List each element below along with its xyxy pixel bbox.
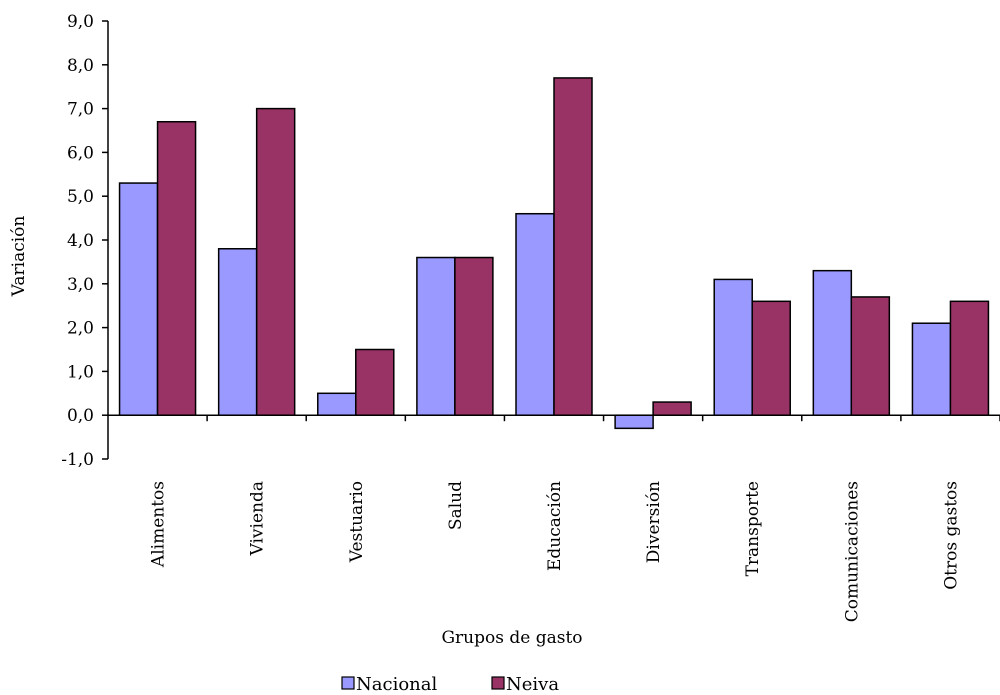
bar-nacional-7 xyxy=(812,269,853,416)
bar-neiva-2 xyxy=(355,348,395,416)
bar-neiva-3 xyxy=(454,256,494,416)
bar-series xyxy=(118,77,990,430)
category-label: Vivienda xyxy=(248,481,268,556)
legend-label-neiva: Neiva xyxy=(506,674,559,695)
bar-neiva-7 xyxy=(850,296,891,416)
y-axis-ticks: 9,0 8,0 7,0 6,0 5,0 4,0 3,0 2,0 1,0 0,0 -1,0 xyxy=(61,12,108,470)
x-axis-title: Grupos de gasto xyxy=(441,628,582,648)
y-tick-label: 4,0 xyxy=(67,231,94,251)
axes xyxy=(107,21,1000,459)
y-tick-label: -1,0 xyxy=(61,450,94,470)
bar-nacional-0 xyxy=(118,182,159,416)
y-tick-label: 0,0 xyxy=(67,406,94,426)
bar-neiva-5 xyxy=(652,401,692,416)
bar-nacional-1 xyxy=(217,248,258,416)
y-tick-label: 7,0 xyxy=(67,100,94,120)
bar-nacional-2 xyxy=(317,392,357,416)
category-label: Salud xyxy=(446,481,466,530)
y-axis-title: Variación xyxy=(9,216,29,298)
bar-nacional-6 xyxy=(713,278,753,416)
y-tick-label: 6,0 xyxy=(67,143,94,163)
bar-nacional-5 xyxy=(614,414,654,430)
legend-label-nacional: Nacional xyxy=(356,674,437,695)
x-axis-category-labels: Alimentos Vivienda Vestuario Salud Educación… xyxy=(149,481,962,622)
bar-neiva-4 xyxy=(553,77,593,416)
bar-nacional-3 xyxy=(416,256,456,416)
legend-swatch-neiva xyxy=(491,676,505,690)
y-tick-label: 8,0 xyxy=(67,56,94,76)
category-label: Transporte xyxy=(743,481,763,576)
bar-neiva-8 xyxy=(949,300,990,416)
category-label: Comunicaciones xyxy=(842,481,862,622)
category-label: Diversión xyxy=(644,481,664,563)
bar-nacional-8 xyxy=(911,322,952,416)
legend-swatch-nacional xyxy=(341,676,355,690)
bar-neiva-6 xyxy=(751,300,791,416)
y-tick-label: 3,0 xyxy=(67,275,94,295)
bar-nacional-4 xyxy=(515,212,555,416)
y-tick-label: 9,0 xyxy=(67,12,94,32)
category-label: Otros gastos xyxy=(941,481,961,590)
legend: Nacional Neiva xyxy=(341,674,559,695)
y-tick-label: 1,0 xyxy=(67,362,94,382)
category-label: Alimentos xyxy=(149,481,169,568)
bar-neiva-1 xyxy=(255,107,296,416)
y-tick-label: 2,0 xyxy=(67,319,94,339)
y-tick-label: 5,0 xyxy=(67,187,94,207)
category-label: Vestuario xyxy=(347,481,367,563)
bar-neiva-0 xyxy=(156,120,197,416)
category-label: Educación xyxy=(545,481,565,571)
